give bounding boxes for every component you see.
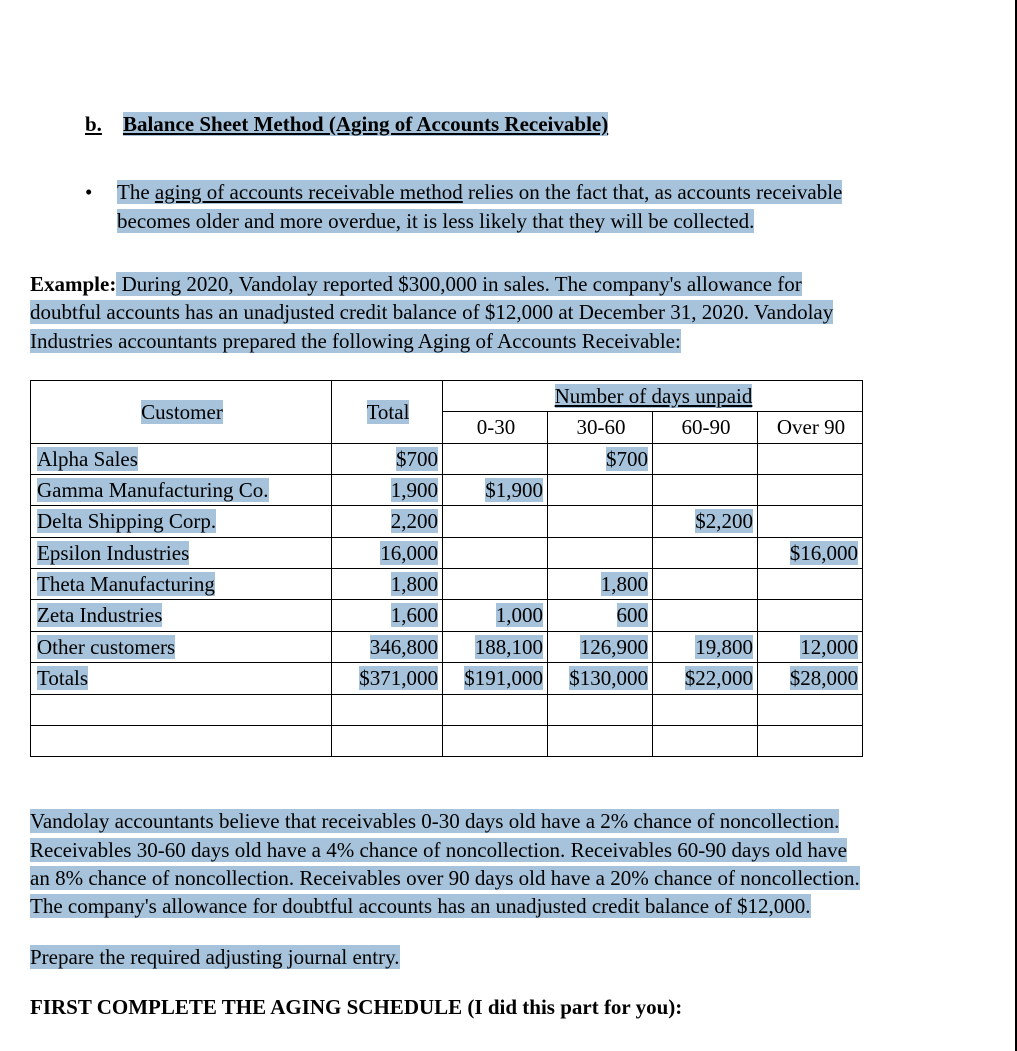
cell-customer: Theta Manufacturing (37, 572, 215, 596)
bullet-underlined: aging of accounts receivable method (155, 180, 463, 204)
cell: $700 (606, 447, 648, 471)
table-row: Epsilon Industries 16,000 $16,000 (31, 537, 863, 568)
example-label: Example: (30, 272, 116, 296)
example-paragraph: Example: During 2020, Vandolay reported … (30, 270, 985, 355)
bullet-item: • The aging of accounts receivable metho… (85, 178, 985, 235)
heading-marker: b. (85, 112, 102, 136)
para2-l2b: Receivables 60-90 days old have (565, 838, 847, 862)
table-empty-row (31, 694, 863, 725)
final-instruction: FIRST COMPLETE THE AGING SCHEDULE (I did… (30, 993, 985, 1021)
table-row-totals: Totals $371,000 $191,000 $130,000 $22,00… (31, 663, 863, 694)
th-30-60: 30-60 (548, 412, 653, 443)
table-row: Alpha Sales $700 $700 (31, 443, 863, 474)
prepare-instruction: Prepare the required adjusting journal e… (30, 943, 985, 971)
th-total: Total (332, 381, 443, 444)
cell-total: 1,800 (391, 572, 438, 596)
table-row: Zeta Industries 1,600 1,000 600 (31, 600, 863, 631)
cell-total: 16,000 (380, 541, 438, 565)
cell-total: 346,800 (370, 635, 438, 659)
cell: 600 (617, 603, 649, 627)
document-page: b. Balance Sheet Method (Aging of Accoun… (0, 0, 1017, 1051)
example-seg6: Industries accountants prepared the foll… (30, 329, 681, 353)
bullet-line2: becomes older and more overdue, it is le… (117, 209, 754, 233)
cell: 12,000 (800, 635, 858, 659)
cell: 1,800 (601, 572, 648, 596)
cell-customer: Epsilon Industries (37, 541, 189, 565)
cell: 126,900 (580, 635, 648, 659)
heading-title: Balance Sheet Method (Aging of Accounts … (123, 112, 608, 136)
cell: 188,100 (475, 635, 543, 659)
cell: $28,000 (790, 666, 858, 690)
table-row: Theta Manufacturing 1,800 1,800 (31, 569, 863, 600)
para2-l4: The company's allowance for doubtful acc… (30, 894, 811, 918)
table-row: Gamma Manufacturing Co. 1,900 $1,900 (31, 475, 863, 506)
para2-l2a: Receivables 30-60 days old have a 4% cha… (30, 838, 565, 862)
aging-table: Customer Total Number of days unpaid 0-3… (30, 380, 863, 757)
cell: $191,000 (464, 666, 543, 690)
table-row: Other customers 346,800 188,100 126,900 … (31, 631, 863, 662)
cell: $22,000 (685, 666, 753, 690)
example-seg4: of $12,000 at December 31, 2020. (457, 300, 749, 324)
th-customer: Customer (31, 381, 332, 444)
cell: 19,800 (695, 635, 753, 659)
prepare-text: Prepare the required adjusting journal e… (30, 945, 400, 969)
table-row: Delta Shipping Corp. 2,200 $2,200 (31, 506, 863, 537)
cell-customer: Gamma Manufacturing Co. (37, 478, 269, 502)
bullet-pre: The (117, 180, 155, 204)
cell-total: $371,000 (359, 666, 438, 690)
para2-l3: an 8% chance of noncollection. Receivabl… (30, 866, 860, 890)
cell-total: 1,900 (391, 478, 438, 502)
cell: $16,000 (790, 541, 858, 565)
cell: $2,200 (695, 509, 753, 533)
cell-customer: Zeta Industries (37, 603, 162, 627)
cell: $130,000 (569, 666, 648, 690)
cell-customer: Alpha Sales (37, 447, 138, 471)
example-seg1: During 2020, (116, 272, 233, 296)
cell-total: 2,200 (391, 509, 438, 533)
cell-customer: Other customers (37, 635, 175, 659)
bullet-text: The aging of accounts receivable method … (117, 178, 842, 235)
th-0-30: 0-30 (443, 412, 548, 443)
example-seg5: Vandolay (749, 300, 833, 324)
cell-customer: Delta Shipping Corp. (37, 509, 216, 533)
example-seg3: doubtful accounts has an unadjusted cred… (30, 300, 457, 324)
para2-l1: Vandolay accountants believe that receiv… (30, 809, 839, 833)
table-empty-row (31, 725, 863, 756)
bullet-marker: • (85, 178, 117, 235)
cell: $1,900 (485, 478, 543, 502)
th-60-90: 60-90 (653, 412, 758, 443)
table-header-row1: Customer Total Number of days unpaid (31, 381, 863, 412)
section-heading: b. Balance Sheet Method (Aging of Accoun… (85, 110, 985, 138)
cell: 1,000 (496, 603, 543, 627)
cell-customer: Totals (37, 666, 88, 690)
percentages-paragraph: Vandolay accountants believe that receiv… (30, 807, 985, 920)
cell-total: 1,600 (391, 603, 438, 627)
example-seg2: Vandolay reported $300,000 in sales. The… (234, 272, 802, 296)
cell-total: $700 (396, 447, 438, 471)
bullet-rest1: relies on the fact that, as accounts rec… (463, 180, 843, 204)
th-over-90: Over 90 (758, 412, 863, 443)
th-days-unpaid: Number of days unpaid (443, 381, 863, 412)
